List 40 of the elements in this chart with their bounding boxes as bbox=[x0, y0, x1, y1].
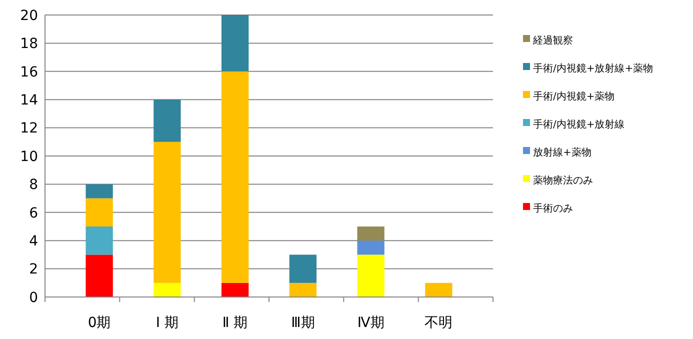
legend-label: 手術/内視鏡+放射線 bbox=[533, 118, 625, 130]
legend-label: 経過観察 bbox=[532, 34, 573, 46]
y-tick-label: 18 bbox=[20, 36, 38, 52]
x-tick-label: 不明 bbox=[424, 315, 453, 331]
bar bbox=[154, 100, 181, 142]
bar bbox=[86, 198, 113, 226]
legend-label: 手術/内視鏡+薬物 bbox=[533, 90, 615, 102]
bar bbox=[86, 184, 113, 198]
x-tick-label: 0期 bbox=[88, 315, 111, 331]
y-tick-label: 10 bbox=[20, 148, 38, 165]
y-tick-label: 8 bbox=[29, 177, 38, 194]
bar bbox=[289, 254, 317, 283]
bar bbox=[221, 15, 249, 72]
y-tick-label: 16 bbox=[20, 64, 38, 80]
bar bbox=[86, 254, 113, 297]
bar bbox=[357, 254, 384, 297]
bar bbox=[86, 226, 113, 255]
y-tick-label: 4 bbox=[29, 234, 38, 250]
bar bbox=[289, 282, 317, 297]
legend-label: 薬物療法のみ bbox=[533, 174, 593, 186]
legend-label: 手術のみ bbox=[533, 202, 573, 214]
y-tick-label: 6 bbox=[29, 205, 38, 222]
x-tick-label: Ⅱ 期 bbox=[222, 315, 248, 331]
y-tick-label: 12 bbox=[20, 120, 38, 137]
bar bbox=[357, 240, 384, 255]
legend-label: 放射線+薬物 bbox=[533, 146, 592, 158]
x-tick-label: Ⅲ期 bbox=[291, 315, 315, 331]
y-tick-label: 2 bbox=[29, 262, 38, 278]
x-tick-label: Ⅰ 期 bbox=[156, 315, 178, 331]
y-tick-label: 0 bbox=[29, 290, 38, 306]
bar bbox=[221, 71, 249, 283]
bar bbox=[154, 142, 181, 283]
bar bbox=[425, 282, 452, 297]
bar bbox=[357, 226, 384, 241]
bar bbox=[154, 282, 181, 297]
legend-label: 手術/内視鏡+放射線+薬物 bbox=[533, 62, 654, 74]
bar bbox=[221, 282, 249, 297]
x-tick-label: Ⅳ期 bbox=[357, 315, 384, 331]
y-tick-label: 14 bbox=[20, 92, 38, 108]
y-tick-label: 20 bbox=[20, 8, 38, 24]
